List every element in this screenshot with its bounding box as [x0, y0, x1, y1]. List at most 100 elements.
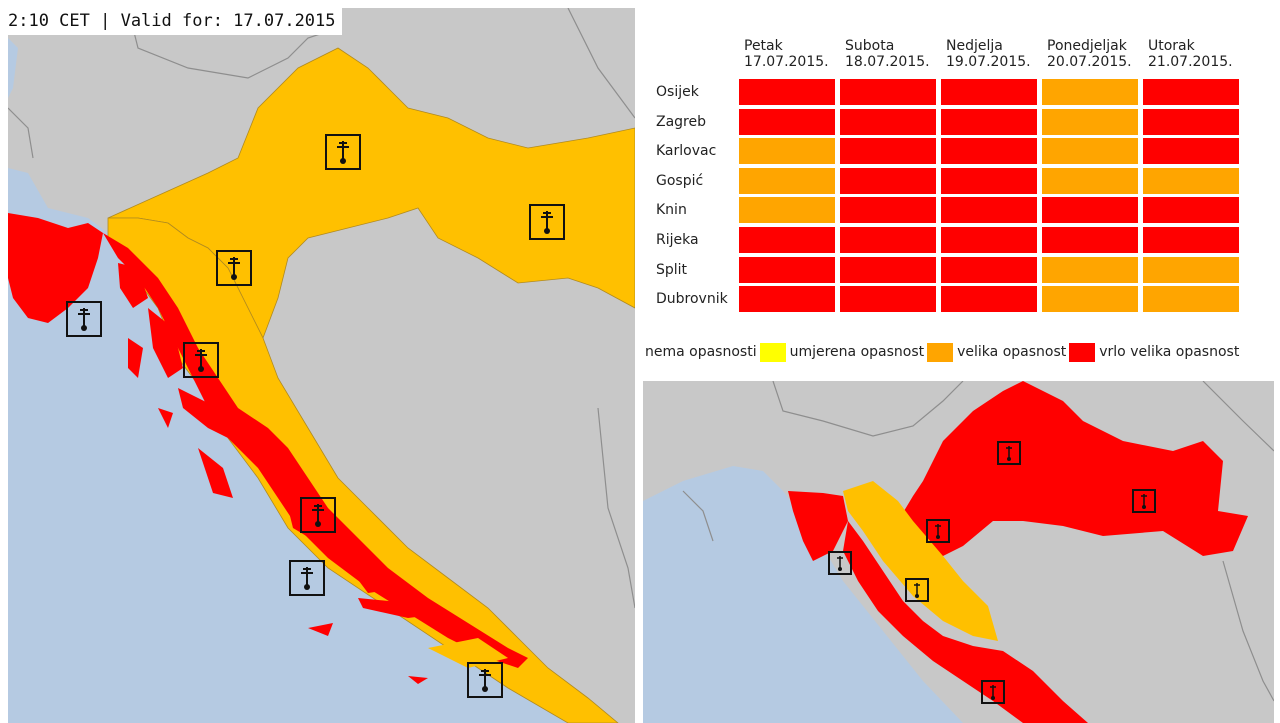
legend-label-none: nema opasnosti: [645, 344, 757, 360]
day-name: Nedjelja: [946, 38, 1003, 54]
legend-label-moderate: umjerena opasnost: [789, 344, 925, 360]
adriatic-sea: [643, 466, 963, 723]
day-header: Petak 17.07.2015.: [744, 38, 829, 70]
hazard-cell-red: [941, 197, 1037, 224]
hazard-cell-red: [1143, 79, 1239, 105]
city-label: Zagreb: [656, 113, 707, 130]
region-lika: [843, 481, 998, 641]
hazard-cell-red: [941, 138, 1037, 165]
day-name: Petak: [744, 38, 783, 54]
hazard-cell-orange: [1143, 256, 1239, 283]
thermometer-icon: [300, 497, 336, 533]
hazard-cell-red: [941, 79, 1037, 105]
right-map-svg: [643, 381, 1274, 723]
hazard-cell-red: [941, 167, 1037, 194]
hazard-cell-red: [941, 108, 1037, 135]
hazard-cell-red: [840, 167, 936, 194]
region-continental: [898, 381, 1248, 556]
hazard-cell-red: [840, 286, 936, 313]
hazard-cell-orange: [739, 197, 835, 224]
city-label: Rijeka: [656, 232, 699, 248]
thermometer-icon: [467, 662, 503, 698]
hazard-cell-red: [1143, 138, 1239, 165]
day-header: Nedjelja 19.07.2015.: [946, 38, 1031, 70]
thermometer-icon: [183, 342, 219, 378]
day-name: Ponedjeljak: [1047, 38, 1127, 54]
hazard-cell-orange: [1042, 256, 1138, 283]
legend-label-great: velika opasnost: [957, 344, 1067, 360]
day-date: 19.07.2015.: [946, 54, 1031, 70]
hazard-cell-red: [1143, 227, 1239, 253]
hazard-cell-red: [941, 286, 1037, 313]
region-istria: [788, 491, 848, 561]
hazard-cell-red: [941, 227, 1037, 253]
hazard-cell-red: [941, 256, 1037, 283]
day-name: Utorak: [1148, 38, 1195, 54]
city-label: Gospić: [656, 172, 704, 189]
thermometer-icon: [926, 519, 950, 543]
hazard-cell-red: [739, 256, 835, 283]
region-istria: [8, 213, 103, 323]
legend-swatch-red: [1069, 342, 1096, 362]
city-label: Karlovac: [656, 143, 717, 160]
hazard-cell-red: [1143, 108, 1239, 135]
city-label: Dubrovnik: [656, 291, 728, 308]
legend-swatch-yellow: [759, 342, 786, 362]
thermometer-icon: [905, 578, 929, 602]
day-header: Utorak 21.07.2015.: [1148, 38, 1233, 70]
hazard-cell-orange: [739, 167, 835, 194]
warning-map-right: [643, 381, 1274, 723]
hazard-cell-red: [739, 79, 835, 105]
legend-swatch-orange: [927, 342, 954, 362]
warning-map-left: 2:10 CET | Valid for: 17.07.2015: [8, 8, 635, 723]
thermometer-icon: [216, 250, 252, 286]
left-map-icons: [66, 134, 565, 698]
left-map-svg: [8, 8, 635, 723]
thermometer-icon: [66, 301, 102, 337]
thermometer-icon: [1132, 489, 1156, 513]
hazard-table: Petak 17.07.2015. Subota 18.07.2015. Nedjelj…: [643, 34, 1243, 319]
day-name: Subota: [845, 38, 895, 54]
hazard-cell-orange: [739, 138, 835, 165]
hazard-cell-red: [840, 79, 936, 105]
hazard-cell-red: [1042, 197, 1138, 224]
hazard-cell-red: [840, 227, 936, 253]
region-coast: [843, 521, 1088, 723]
hazard-cell-red: [739, 108, 835, 135]
thermometer-icon: [289, 560, 325, 596]
thermometer-icon: [529, 204, 565, 240]
hazard-cell-orange: [1042, 79, 1138, 105]
hazard-cell-orange: [1042, 167, 1138, 194]
right-map-icons: [828, 441, 1156, 704]
day-date: 20.07.2015.: [1047, 54, 1132, 70]
city-label: Knin: [656, 202, 687, 219]
hazard-cell-orange: [1042, 138, 1138, 165]
hazard-cell-orange: [1042, 108, 1138, 135]
legend: nema opasnosti umjerena opasnost velika …: [645, 341, 1275, 363]
hazard-cell-red: [840, 138, 936, 165]
thermometer-icon: [828, 551, 852, 575]
hazard-cell-red: [1042, 227, 1138, 253]
hazard-cell-red: [840, 108, 936, 135]
day-date: 18.07.2015.: [845, 54, 930, 70]
city-label: Osijek: [656, 84, 699, 100]
hazard-cell-orange: [1143, 167, 1239, 194]
day-header: Ponedjeljak 20.07.2015.: [1047, 38, 1132, 70]
day-date: 21.07.2015.: [1148, 54, 1233, 70]
region-coast: [103, 233, 528, 668]
hazard-cell-red: [840, 197, 936, 224]
thermometer-icon: [981, 680, 1005, 704]
hazard-cell-red: [739, 227, 835, 253]
hazard-cell-red: [739, 286, 835, 313]
day-date: 17.07.2015.: [744, 54, 829, 70]
hazard-cell-red: [840, 256, 936, 283]
hazard-cell-orange: [1042, 286, 1138, 313]
thermometer-icon: [997, 441, 1021, 465]
validity-label: 2:10 CET | Valid for: 17.07.2015: [8, 8, 342, 35]
hazard-cell-red: [1143, 197, 1239, 224]
city-label: Split: [656, 261, 688, 278]
day-header: Subota 18.07.2015.: [845, 38, 930, 70]
hazard-cell-orange: [1143, 286, 1239, 313]
legend-label-very-great: vrlo velika opasnost: [1099, 344, 1240, 360]
thermometer-icon: [325, 134, 361, 170]
